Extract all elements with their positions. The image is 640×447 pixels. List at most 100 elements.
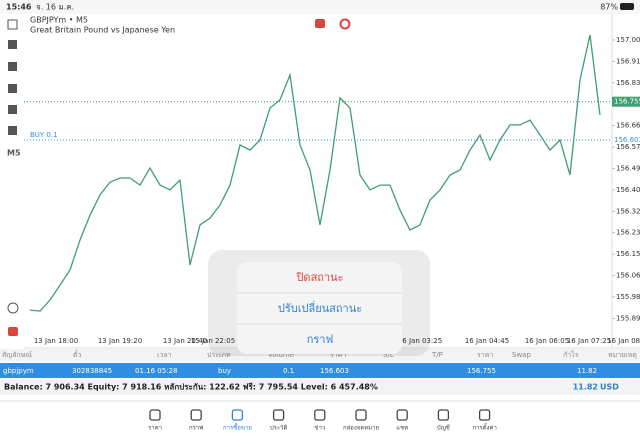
column-header: ราคา — [477, 351, 493, 359]
menu-item[interactable]: ปรับเปลี่ยนสถานะ — [278, 300, 362, 315]
crosshair-tool[interactable] — [7, 19, 18, 30]
y-tick-label: 156.320 — [616, 207, 640, 215]
status-time: 15:46 — [6, 3, 32, 12]
cell[interactable]: 156.755 — [467, 367, 496, 375]
column-header: ตั๋ว — [73, 350, 82, 359]
column-header: สัญลักษณ์ — [2, 351, 32, 359]
left-toolbar — [7, 19, 19, 336]
tab-icon[interactable] — [437, 409, 450, 421]
timeframe[interactable]: M5 — [7, 149, 21, 158]
x-tick-label: 16 Jan 08:4 — [607, 337, 640, 345]
y-tick-label: 156.405 — [616, 186, 640, 194]
y-tick-label: 156.150 — [616, 250, 640, 258]
tab-label[interactable]: ราคา — [148, 425, 162, 432]
tab-label[interactable]: บัญชี — [437, 424, 450, 432]
x-tick-label: 16 Jan 03:25 — [398, 337, 442, 345]
column-header: Volume — [268, 351, 294, 359]
cell[interactable]: gbpjpym — [3, 367, 34, 375]
y-tick-label: 155.980 — [616, 293, 640, 301]
function-tool[interactable] — [8, 105, 17, 114]
tab-icon[interactable] — [149, 409, 161, 421]
menu-item[interactable]: กราฟ — [307, 333, 334, 346]
tab-bar: ราคา กราฟ การซื้อขาย ประวัติ ข่าว กล่องจดหมาย… — [148, 409, 497, 432]
y-tick-label: 156.660 — [616, 122, 640, 130]
current-price-badge — [612, 96, 640, 107]
position-label: BUY 0.1 — [30, 131, 58, 139]
tab-icon[interactable] — [272, 409, 285, 421]
y-tick-label: 156.915 — [616, 57, 640, 65]
total-profit: 11.82 — [573, 383, 598, 392]
settings-tool[interactable] — [8, 84, 17, 93]
tab-label[interactable]: ข่าว — [314, 425, 325, 432]
indicator-tool[interactable] — [8, 62, 17, 71]
x-tick-label: 15 Jan 22:05 — [191, 337, 235, 345]
currency: USD — [600, 383, 619, 392]
column-header: T/P — [431, 351, 443, 359]
y-tick-label: 157.000 — [616, 36, 640, 44]
battery: 87% — [600, 3, 618, 12]
x-tick-label: 16 Jan 04:45 — [465, 337, 509, 345]
symbol: GBPJPYm • M5 — [30, 16, 88, 25]
x-tick-label: 16 Jan 07:25 — [567, 337, 611, 345]
chart-layer: 157.000 156.915 156.830 156.660 156.575 156.4… — [24, 34, 640, 345]
cell[interactable]: 156.603 — [320, 367, 349, 375]
tab-label[interactable]: แชท — [396, 425, 408, 432]
x-tick-label: 13 Jan 20:40 — [163, 337, 207, 345]
column-header: Swap — [512, 351, 531, 359]
table-header-bg — [0, 349, 640, 361]
column-header: หมายเหตุ — [608, 351, 637, 359]
y-tick-label: 156.065 — [616, 272, 640, 280]
chart-type-tool[interactable] — [8, 40, 17, 49]
y-tick-label: 155.895 — [616, 314, 640, 322]
column-header: กำไร — [563, 350, 579, 359]
tab-icon[interactable] — [231, 409, 244, 421]
cell[interactable]: 0.1 — [283, 367, 294, 375]
column-header: เวลา — [157, 351, 172, 359]
selected-row-bg[interactable] — [0, 363, 640, 378]
popup-menu — [237, 262, 402, 354]
tab-icon[interactable] — [190, 409, 202, 421]
column-header: S/L — [383, 351, 394, 359]
menu-item[interactable]: ปิดสถานะ — [295, 271, 343, 284]
tab-icon[interactable] — [314, 409, 326, 421]
balance-bg — [0, 379, 640, 395]
status-date: จ. 16 ม.ค. — [36, 3, 74, 12]
x-tick-label: 13 Jan 18:00 — [34, 337, 78, 345]
tab-icon[interactable] — [396, 409, 408, 421]
table: สัญลักษณ์ ตั๋ว เวลา ประเภท Volume ราคา S/L T/P ร… — [2, 350, 637, 375]
trade-tool[interactable] — [8, 327, 18, 336]
cell[interactable]: 11.82 — [577, 367, 597, 375]
cell[interactable]: 302838845 — [72, 367, 112, 375]
tab-label[interactable]: การซื้อขาย — [223, 422, 252, 432]
price-line — [29, 34, 601, 312]
description: Great Britain Pound vs Japanese Yen — [30, 26, 175, 35]
balance-text: Balance: 7 906.34 Equity: 7 918.16 หลักป… — [4, 382, 378, 392]
y-tick-label: 156.490 — [616, 164, 640, 172]
battery-icon — [620, 3, 634, 10]
y-tick-label: 156.235 — [616, 229, 640, 237]
y-tick-label: 156.830 — [616, 79, 640, 87]
cell[interactable]: buy — [218, 367, 231, 375]
tab-label[interactable]: กล่องจดหมาย — [343, 425, 379, 432]
cell[interactable]: 01.16 05:28 — [135, 367, 177, 375]
clock-tool[interactable] — [7, 302, 19, 314]
tab-icon[interactable] — [355, 409, 367, 421]
status-bar — [0, 0, 640, 14]
tab-icon[interactable] — [478, 409, 491, 421]
column-header: ราคา — [330, 351, 346, 359]
objects-tool[interactable] — [8, 126, 17, 135]
tab-label[interactable]: ประวัติ — [270, 425, 288, 432]
x-tick-label: 13 Jan 19:20 — [98, 337, 142, 345]
tab-label[interactable]: การตั้งค่า — [472, 422, 496, 432]
tab-label[interactable]: กราฟ — [189, 425, 203, 432]
x-tick-label: 16 Jan 06:05 — [525, 337, 569, 345]
column-header: ประเภท — [207, 351, 231, 359]
one-click-icon[interactable] — [339, 18, 351, 30]
trade-icon[interactable] — [315, 19, 325, 28]
y-tick-label: 156.575 — [616, 143, 640, 151]
current-price-label: 156.755 — [614, 98, 640, 106]
position-price-label: 156.603 — [614, 136, 640, 144]
